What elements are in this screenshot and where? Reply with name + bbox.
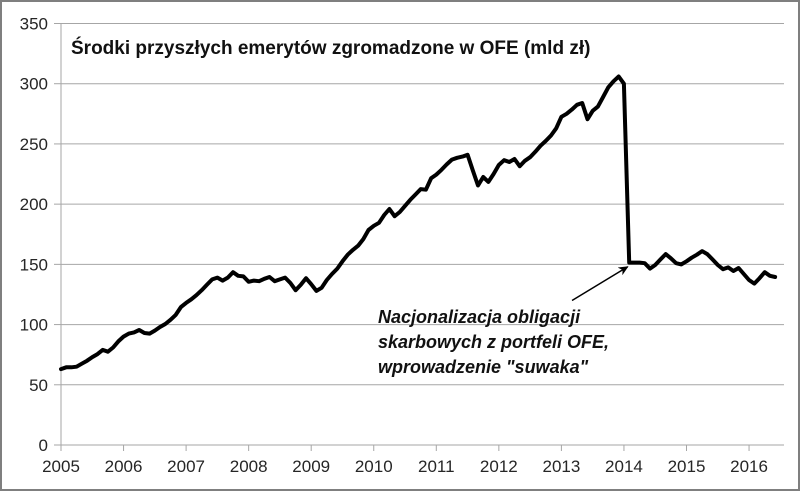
x-tick-label: 2006 xyxy=(105,457,143,476)
chart-title: Środki przyszłych emerytów zgromadzone w… xyxy=(71,38,591,59)
y-tick-label: 50 xyxy=(29,376,48,395)
x-tick-label: 2011 xyxy=(418,457,455,476)
x-tick-label: 2013 xyxy=(542,457,580,476)
annotation-line-1: Nacjonalizacja obligacji xyxy=(378,307,581,327)
y-tick-label: 300 xyxy=(20,75,48,94)
y-tick-label: 200 xyxy=(20,195,48,214)
annotation-text: Nacjonalizacja obligacji skarbowych z po… xyxy=(378,305,609,380)
x-tick-label: 2008 xyxy=(230,457,268,476)
y-tick-label: 0 xyxy=(39,436,48,455)
y-tick-label: 150 xyxy=(20,255,48,274)
x-tick-label: 2009 xyxy=(292,457,330,476)
x-tick-label: 2012 xyxy=(480,457,518,476)
annotation-line-2: skarbowych z portfeli OFE, xyxy=(378,332,610,352)
annotation-line-3: wprowadzenie "suwaka" xyxy=(378,357,589,377)
x-tick-label: 2014 xyxy=(605,457,643,476)
x-tick-label: 2016 xyxy=(730,457,768,476)
x-tick-label: 2015 xyxy=(668,457,706,476)
x-tick-label: 2005 xyxy=(42,457,80,476)
y-tick-label: 350 xyxy=(20,15,48,34)
x-tick-label: 2007 xyxy=(167,457,205,476)
annotation-arrow xyxy=(571,266,629,302)
x-tick-label: 2010 xyxy=(355,457,393,476)
data-line xyxy=(59,74,778,372)
y-tick-label: 250 xyxy=(20,135,48,154)
y-tick-label: 100 xyxy=(20,316,48,335)
